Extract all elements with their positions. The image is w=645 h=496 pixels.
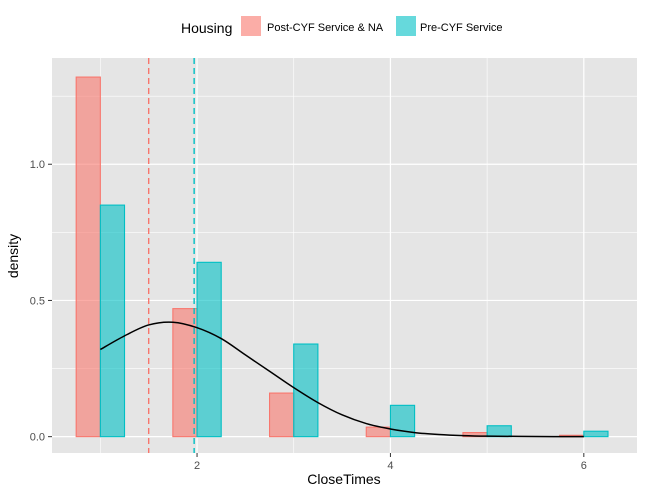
density-curve: [99, 321, 584, 438]
y-tick-label: 0.0: [30, 432, 45, 444]
axes: 2 4 6 0.0 0.5 1.0: [30, 159, 587, 472]
bar-post-cyf: [75, 76, 101, 438]
bar-post-cyf: [172, 308, 198, 438]
y-tick-label: 1.0: [30, 159, 45, 171]
y-axis-title: density: [5, 234, 21, 278]
x-tick-label: 6: [581, 460, 587, 472]
legend: Housing Post-CYF Service & NA Pre-CYF Se…: [181, 16, 503, 36]
bar-post-cyf: [269, 392, 295, 438]
density-curve-group: [99, 321, 584, 438]
x-tick-label: 4: [387, 460, 393, 472]
bar-pre-cyf: [196, 261, 222, 438]
legend-key-pre-cyf: [396, 16, 416, 36]
legend-title: Housing: [181, 20, 232, 36]
x-axis-title: CloseTimes: [307, 471, 380, 487]
mean-lines: [147, 58, 195, 453]
bar-pre-cyf: [583, 430, 609, 438]
legend-key-post-cyf: [241, 16, 261, 36]
x-tick-label: 2: [194, 460, 200, 472]
bars: [75, 76, 609, 438]
plot-panel: [52, 58, 637, 453]
bar-pre-cyf: [99, 204, 126, 438]
bar-pre-cyf: [486, 425, 512, 438]
legend-label-post-cyf: Post-CYF Service & NA: [267, 22, 384, 34]
legend-label-pre-cyf: Pre-CYF Service: [420, 22, 503, 34]
y-tick-label: 0.5: [30, 295, 45, 307]
